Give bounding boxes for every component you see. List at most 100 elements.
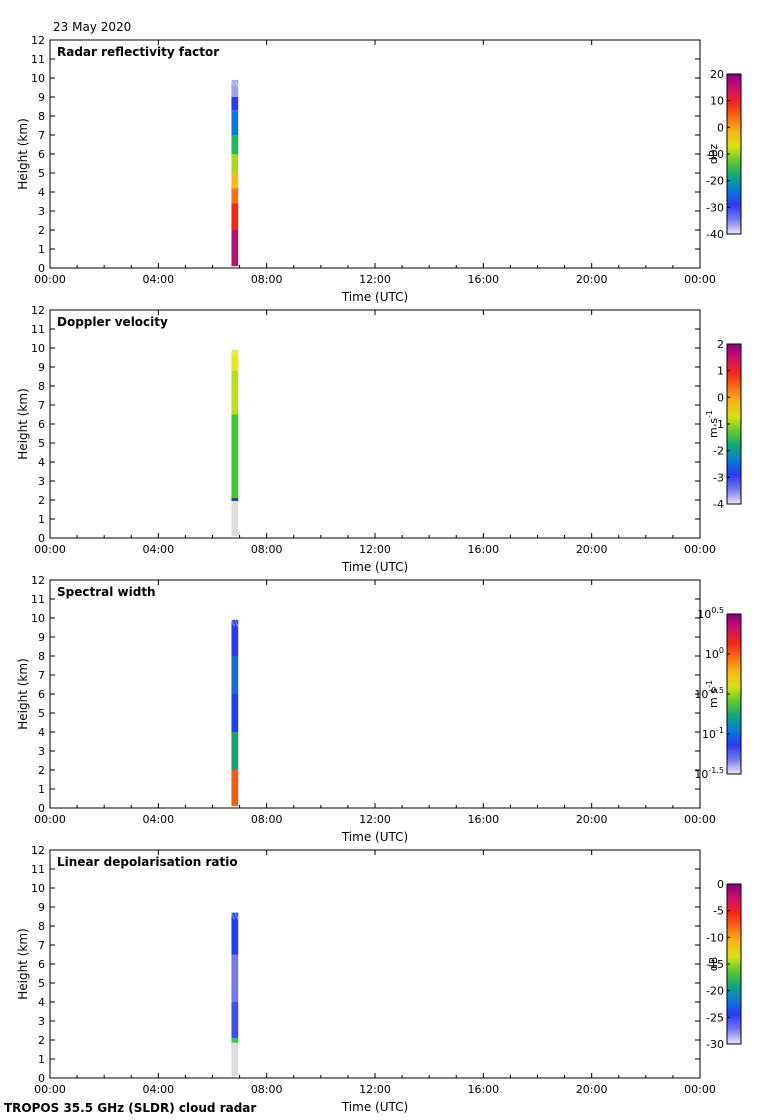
panel-1: Radar reflectivity factor012345678910111… (16, 34, 742, 304)
y-tick-label: 6 (38, 418, 45, 431)
x-tick-label: 20:00 (576, 1083, 608, 1096)
colorbar-tick-label: 20 (710, 68, 724, 81)
y-tick-label: 5 (38, 167, 45, 180)
y-axis-label: Height (km) (16, 928, 30, 999)
data-segment (231, 370, 239, 415)
x-tick-label: 12:00 (359, 273, 391, 286)
footer-label: TROPOS 35.5 GHz (SLDR) cloud radar (4, 1101, 257, 1115)
data-segment (231, 110, 239, 135)
y-tick-label: 12 (31, 34, 45, 47)
x-tick-label: 04:00 (142, 1083, 174, 1096)
colorbar-tick-label: -10 (706, 931, 724, 944)
colorbar-label: m s-1 (705, 680, 720, 708)
y-tick-label: 5 (38, 707, 45, 720)
data-speckle (233, 353, 235, 357)
data-speckle (233, 83, 235, 87)
x-axis-label: Time (UTC) (341, 1100, 408, 1114)
x-tick-label: 00:00 (684, 813, 716, 826)
colorbar-tick-label: 2 (717, 338, 724, 351)
colorbar-tick-label: 1 (717, 365, 724, 378)
data-speckle (235, 914, 237, 918)
y-tick-label: 12 (31, 844, 45, 857)
data-segment (231, 1042, 239, 1077)
data-segment (231, 954, 239, 1002)
data-segment (231, 97, 239, 111)
data-segment (231, 694, 239, 732)
colorbar-tick-label: 100.5 (697, 606, 724, 621)
data-speckle (237, 916, 238, 920)
colorbar-tick-label: -40 (706, 228, 724, 241)
colorbar-tick-label: 10-1.5 (694, 766, 724, 781)
x-tick-label: 08:00 (251, 273, 283, 286)
x-tick-label: 16:00 (467, 273, 499, 286)
y-tick-label: 3 (38, 475, 45, 488)
date-label: 23 May 2020 (53, 20, 132, 34)
y-tick-label: 6 (38, 148, 45, 161)
x-tick-label: 04:00 (142, 543, 174, 556)
y-tick-label: 11 (31, 53, 45, 66)
data-segment (231, 188, 239, 204)
x-tick-label: 16:00 (467, 543, 499, 556)
y-tick-label: 7 (38, 939, 45, 952)
x-tick-label: 08:00 (251, 1083, 283, 1096)
y-tick-label: 11 (31, 593, 45, 606)
y-tick-label: 6 (38, 958, 45, 971)
y-tick-label: 2 (38, 764, 45, 777)
panel-title: Doppler velocity (57, 315, 168, 329)
data-speckle (231, 79, 233, 83)
panel-title: Spectral width (57, 585, 156, 599)
y-tick-label: 10 (31, 342, 45, 355)
y-tick-label: 4 (38, 726, 45, 739)
data-speckle (234, 349, 236, 353)
colorbar-tick-label: -20 (706, 175, 724, 188)
y-tick-label: 11 (31, 863, 45, 876)
y-axis-label: Height (km) (16, 658, 30, 729)
y-tick-label: 2 (38, 224, 45, 237)
data-speckle (234, 79, 236, 83)
y-tick-label: 1 (38, 513, 45, 526)
y-tick-label: 10 (31, 612, 45, 625)
colorbar-tick-label: 10 (710, 95, 724, 108)
colorbar-tick-label: -20 (706, 985, 724, 998)
x-tick-label: 20:00 (576, 813, 608, 826)
data-segment (231, 173, 239, 189)
y-tick-label: 0 (38, 532, 45, 545)
y-tick-label: 5 (38, 437, 45, 450)
plot-frame (49, 849, 701, 1079)
colorbar-tick-label: -10 (706, 148, 724, 161)
plot-frame (49, 579, 701, 809)
y-tick-label: 9 (38, 361, 45, 374)
data-segment (231, 414, 239, 499)
colorbar-tick-label: -25 (706, 1011, 724, 1024)
colorbar-tick-label: -30 (706, 201, 724, 214)
y-tick-label: 8 (38, 650, 45, 663)
plot-frame (49, 39, 701, 269)
y-tick-label: 9 (38, 631, 45, 644)
colorbar-tick-label: -5 (713, 905, 724, 918)
data-speckle (231, 619, 233, 623)
x-tick-label: 04:00 (142, 813, 174, 826)
data-speckle (237, 353, 238, 357)
y-tick-label: 4 (38, 456, 45, 469)
y-tick-label: 0 (38, 1072, 45, 1085)
x-tick-label: 00:00 (684, 543, 716, 556)
x-tick-label: 20:00 (576, 273, 608, 286)
y-tick-label: 11 (31, 323, 45, 336)
x-tick-label: 16:00 (467, 813, 499, 826)
data-speckle (232, 621, 234, 625)
x-tick-label: 12:00 (359, 813, 391, 826)
colorbar-tick-label: 0 (717, 878, 724, 891)
x-axis-label: Time (UTC) (341, 290, 408, 304)
y-tick-label: 10 (31, 72, 45, 85)
data-speckle (233, 623, 235, 627)
data-speckle (234, 619, 236, 623)
y-tick-label: 2 (38, 494, 45, 507)
data-speckle (232, 351, 234, 355)
y-tick-label: 3 (38, 745, 45, 758)
y-tick-label: 7 (38, 399, 45, 412)
y-tick-label: 1 (38, 783, 45, 796)
data-segment (231, 135, 239, 154)
